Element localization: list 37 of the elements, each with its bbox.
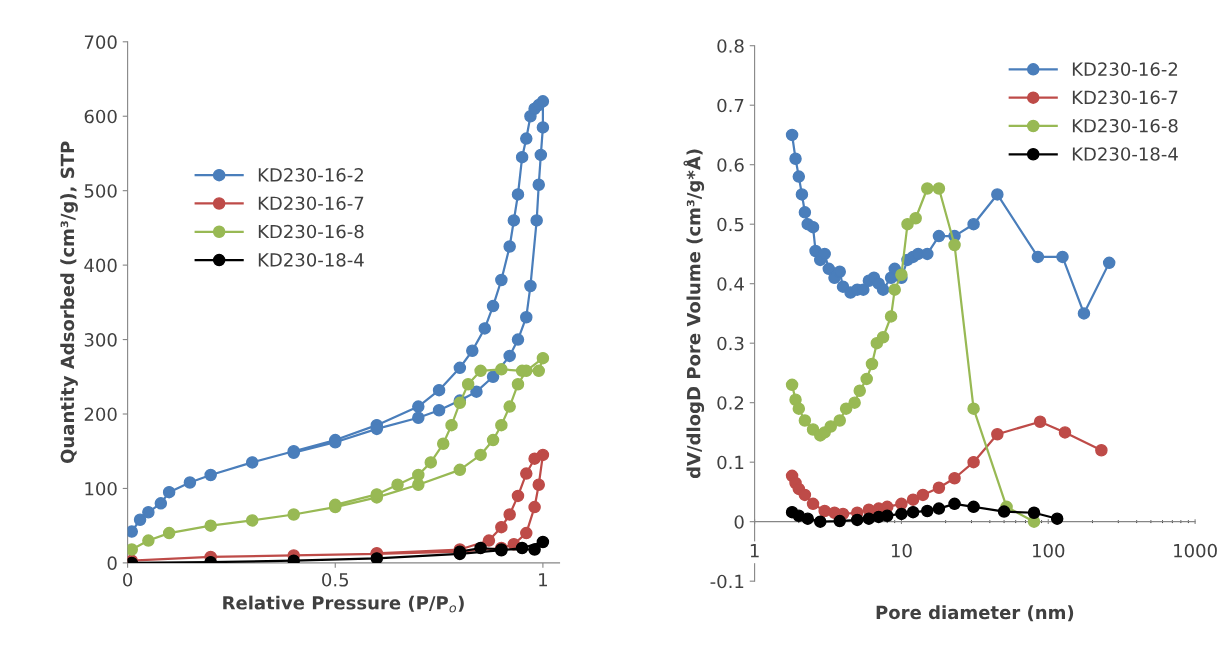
- y-tick-label: 100: [85, 481, 117, 496]
- y-tick-label: -0.1: [710, 574, 744, 589]
- y-tick-label: 400: [84, 258, 117, 273]
- legend-label: KD230-16-8: [258, 224, 364, 239]
- y-axis-title: dV/dlogD Pore Volume (cm³/g*Å): [683, 149, 705, 479]
- y-tick-label: 0.1: [717, 455, 744, 470]
- legend-label: KD230-16-7: [258, 196, 364, 211]
- x-axis-title: Relative Pressure (P/P$_{o}$): [223, 595, 464, 613]
- x-tick-label: 10: [891, 543, 912, 558]
- y-tick-label: 300: [84, 333, 117, 347]
- x-tick-label: 1: [750, 544, 759, 558]
- legend-label: KD230-16-8: [1072, 118, 1178, 133]
- x-tick-label: 0.5: [322, 572, 349, 587]
- legend-label: KD230-16-7: [1072, 90, 1178, 105]
- y-tick-label: 0.2: [717, 396, 744, 410]
- y-tick-label: 0: [107, 556, 117, 570]
- x-tick-label: 0: [123, 572, 133, 587]
- y-tick-label: 700: [84, 35, 117, 49]
- legend-label: KD230-18-4: [1072, 147, 1178, 161]
- y-tick-label: 200: [84, 407, 117, 422]
- x-tick-label: 1000: [1174, 543, 1217, 558]
- y-tick-label: 0.4: [717, 277, 744, 291]
- y-tick-label: 0.5: [717, 217, 744, 232]
- y-axis-title: Quantity Adsorbed (cm³/g), STP: [60, 141, 78, 464]
- legend-label: KD230-18-4: [258, 253, 364, 267]
- x-tick-label: 1: [539, 573, 547, 587]
- legend-label: KD230-16-2: [1072, 62, 1178, 76]
- y-tick-label: 0.8: [717, 39, 744, 53]
- y-tick-label: 0.6: [717, 158, 744, 172]
- legend-label: KD230-16-2: [258, 168, 363, 182]
- y-tick-label: 0: [734, 515, 744, 529]
- y-tick-label: 500: [84, 184, 117, 198]
- y-tick-label: 600: [84, 109, 117, 124]
- x-tick-label: 100: [1033, 543, 1065, 558]
- y-tick-label: 0.7: [717, 98, 744, 113]
- x-axis-title: Pore diameter (nm): [876, 605, 1074, 622]
- y-tick-label: 0.3: [717, 336, 744, 351]
